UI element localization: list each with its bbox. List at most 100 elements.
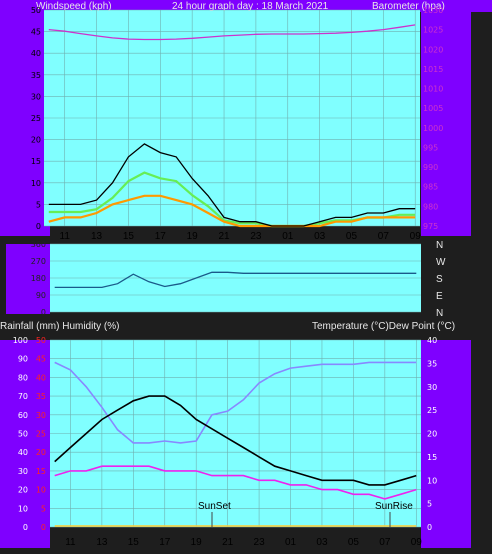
wind-x-tick-label: 17 xyxy=(155,231,167,242)
humidity-line xyxy=(54,361,417,444)
bottom-x-tick-label: 07 xyxy=(379,537,391,548)
temperature-line xyxy=(54,395,417,486)
direction-series xyxy=(54,271,417,289)
barometer-y-tick-label: 1020 xyxy=(423,45,443,54)
wind-y-tick-label: 40 xyxy=(31,49,41,58)
bottom-x-tick-label: 17 xyxy=(159,537,171,548)
barometer-y-tick-label: 1025 xyxy=(423,26,443,35)
wind-series xyxy=(48,24,416,228)
direction-degree-label: 180 xyxy=(31,274,46,283)
wind-y-tick-label: 30 xyxy=(31,92,41,101)
wind-x-tick-label: 23 xyxy=(250,231,262,242)
temperature-y-tick-label: 35 xyxy=(427,359,437,368)
humidity-y-tick-label: 90 xyxy=(18,355,28,364)
humidity-y-tick-label: 0 xyxy=(23,523,28,532)
humidity-y-tick-label: 30 xyxy=(18,467,28,476)
direction-line xyxy=(54,271,417,289)
wind-x-tick-label: 11 xyxy=(60,231,71,242)
humidity-y-tick-label: 40 xyxy=(18,448,28,457)
compass-label: E xyxy=(436,291,443,302)
wind-x-tick-label: 05 xyxy=(346,231,358,242)
barometer-y-tick-label: 1000 xyxy=(423,124,443,133)
temp-dew-axis-title: Temperature (°C)Dew Point (°C) xyxy=(312,321,455,332)
wind-grid xyxy=(44,9,420,227)
wind-x-tick-label: 21 xyxy=(218,231,230,242)
windspeed-axis-title: Windspeed (kph) xyxy=(36,1,112,12)
bottom-x-tick-label: 05 xyxy=(348,537,360,548)
barometer-y-tick-label: 1030 xyxy=(423,6,443,15)
barometer-y-tick-label: 1010 xyxy=(423,85,443,94)
left-panel-bottom xyxy=(0,340,50,548)
barometer-y-tick-label: 1005 xyxy=(423,104,443,113)
compass-label: N xyxy=(436,308,443,319)
wind-y-tick-label: 0 xyxy=(36,222,41,231)
bottom-x-tick-label: 23 xyxy=(254,537,266,548)
compass-label: S xyxy=(436,274,443,285)
wind-x-tick-label: 19 xyxy=(187,231,199,242)
right-panel-bottom xyxy=(421,340,471,548)
wind-y-tick-label: 50 xyxy=(31,6,41,15)
rain-y-tick-label: 50 xyxy=(36,336,46,345)
humidity-y-tick-label: 60 xyxy=(18,411,28,420)
left-panel-mid xyxy=(6,244,50,314)
direction-degree-label: 90 xyxy=(36,291,46,300)
humidity-grid xyxy=(50,339,421,528)
wind-y-tick-label: 25 xyxy=(31,114,41,123)
wind-x-tick-label: 03 xyxy=(314,231,326,242)
humidity-y-tick-label: 20 xyxy=(18,486,28,495)
wind-y-tick-label: 15 xyxy=(31,157,41,166)
bottom-x-tick-label: 21 xyxy=(222,537,234,548)
bottom-x-tick-label: 01 xyxy=(285,537,297,548)
temperature-y-tick-label: 25 xyxy=(427,406,437,415)
axis-ticks: 0510152025303540455097598098599099510001… xyxy=(13,6,446,548)
direction-degree-label: 360 xyxy=(31,240,46,249)
bottom-x-tick-label: 13 xyxy=(96,537,108,548)
barometer-y-tick-label: 980 xyxy=(423,202,438,211)
temperature-y-tick-label: 0 xyxy=(427,523,432,532)
wind-y-tick-label: 10 xyxy=(31,179,41,188)
barometer-y-tick-label: 995 xyxy=(423,143,438,152)
chart-title: 24 hour graph day : 18 March 2021 xyxy=(172,1,329,12)
dewpoint-line xyxy=(54,465,417,500)
humidity-temp-series xyxy=(54,361,417,527)
humidity-y-tick-label: 10 xyxy=(18,504,28,513)
rain-y-tick-label: 35 xyxy=(36,392,46,401)
barometer-y-tick-label: 985 xyxy=(423,183,438,192)
wind-y-tick-label: 20 xyxy=(31,136,41,145)
sunrise-label: SunRise xyxy=(375,501,413,512)
rain-y-tick-label: 30 xyxy=(36,411,46,420)
barometer-axis-title: Barometer (hpa) xyxy=(372,1,445,12)
humidity-y-tick-label: 80 xyxy=(18,373,28,382)
compass-label: N xyxy=(436,240,443,251)
sunset-label: SunSet xyxy=(198,501,231,512)
wind-y-tick-label: 35 xyxy=(31,71,41,80)
temperature-y-tick-label: 20 xyxy=(427,430,437,439)
humidity-y-tick-label: 100 xyxy=(13,336,28,345)
temperature-y-tick-label: 30 xyxy=(427,383,437,392)
barometer-y-tick-label: 975 xyxy=(423,222,438,231)
bottom-x-tick-label: 19 xyxy=(191,537,203,548)
temperature-y-tick-label: 10 xyxy=(427,476,437,485)
rain-y-tick-label: 45 xyxy=(36,355,46,364)
wind-x-tick-label: 09 xyxy=(410,231,422,242)
wind-y-tick-label: 5 xyxy=(36,200,41,209)
rain-humidity-axis-title: Rainfall (mm) Humidity (%) xyxy=(0,321,119,332)
bottom-x-tick-label: 15 xyxy=(128,537,140,548)
barometer-y-tick-label: 1015 xyxy=(423,65,443,74)
temperature-y-tick-label: 15 xyxy=(427,453,437,462)
rain-y-tick-label: 10 xyxy=(36,486,46,495)
gust-line xyxy=(48,143,416,227)
rain-y-tick-label: 15 xyxy=(36,467,46,476)
rain-y-tick-label: 20 xyxy=(36,448,46,457)
rain-y-tick-label: 0 xyxy=(41,523,46,532)
average-wind-line xyxy=(48,194,416,228)
temperature-y-tick-label: 40 xyxy=(427,336,437,345)
temperature-y-tick-label: 5 xyxy=(427,500,432,509)
compass-label: W xyxy=(436,257,446,268)
wind-x-tick-label: 15 xyxy=(123,231,135,242)
wind-x-tick-label: 13 xyxy=(91,231,103,242)
left-panel-top xyxy=(0,0,50,236)
bottom-x-tick-label: 03 xyxy=(316,537,328,548)
